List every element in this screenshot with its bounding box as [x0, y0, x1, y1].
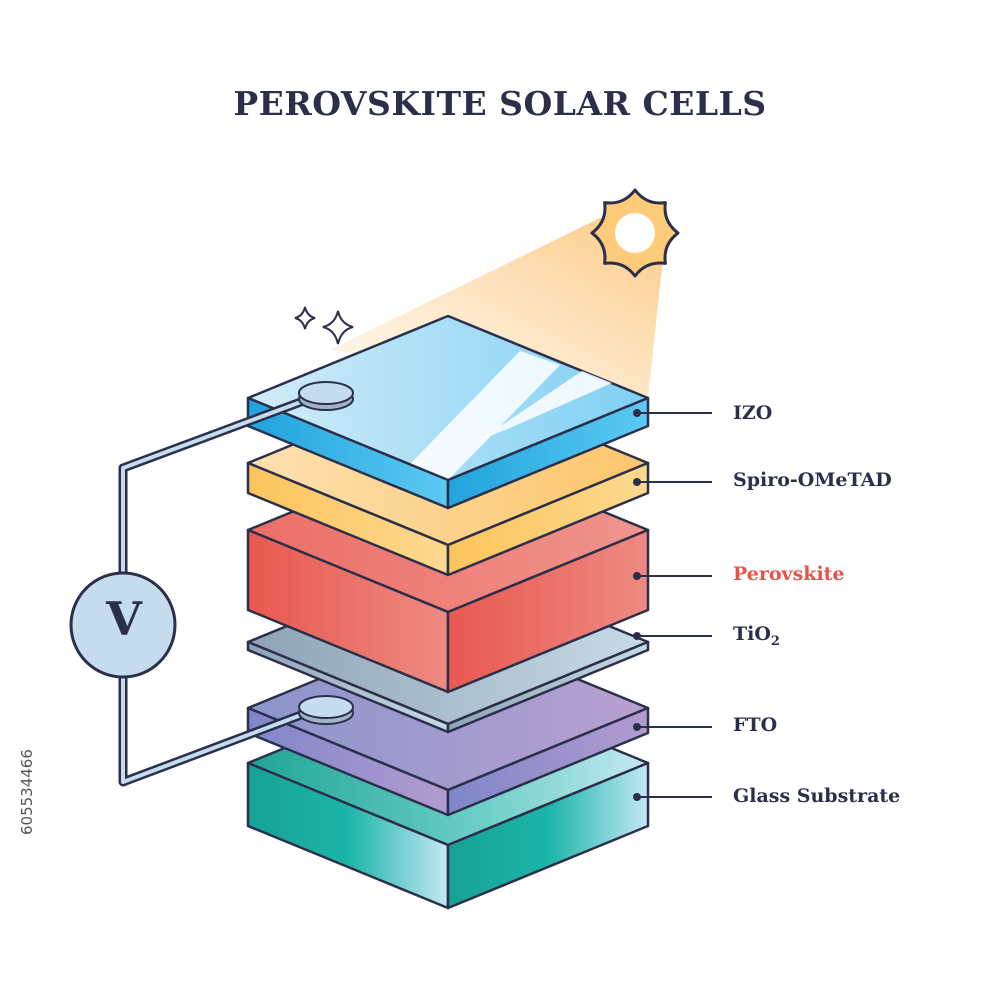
voltmeter-label: V: [106, 592, 142, 646]
layer-label-izo: IZO: [733, 402, 773, 424]
layer-label-fto: FTO: [733, 714, 778, 736]
spiro-ometad-right-face: [446, 461, 650, 577]
leader-dot-perovskite: [633, 572, 641, 580]
layer-izo: [246, 314, 650, 510]
tio2-subscript: 2: [770, 633, 780, 649]
sun-icon: [590, 188, 680, 278]
glass-reflection: [480, 371, 612, 440]
page-title: PEROVSKITE SOLAR CELLS: [233, 84, 767, 123]
glass-substrate-right-face: [446, 761, 650, 910]
tio2-right-face: [446, 640, 650, 734]
perovskite-right-face: [446, 528, 650, 694]
side-id-text: 605534466: [18, 749, 36, 835]
izo-right-face: [446, 396, 650, 510]
leader-dot-tio2: [633, 632, 641, 640]
tio2-text: TiO: [733, 623, 771, 645]
layer-label-spiro-ometad: Spiro-OMeTAD: [733, 469, 892, 491]
circuit-wire: [118, 388, 327, 787]
sparkle-icon: [294, 306, 316, 330]
leader-dot-izo: [633, 409, 641, 417]
leader-dot-spiro-ometad: [633, 478, 641, 486]
sparkle-icon: [322, 310, 354, 345]
leader-dot-fto: [633, 723, 641, 731]
voltmeter-icon: [69, 571, 177, 679]
layer-label-glass-substrate: Glass Substrate: [733, 785, 901, 807]
fto-right-face: [446, 706, 650, 817]
electrode-contact-icon: [298, 695, 354, 725]
leader-dot-glass-substrate: [633, 793, 641, 801]
electrode-contact-icon: [298, 381, 354, 411]
glass-reflection: [408, 351, 560, 480]
layer-label-tio2: TiO2: [733, 623, 780, 649]
layer-label-perovskite: Perovskite: [733, 563, 845, 585]
